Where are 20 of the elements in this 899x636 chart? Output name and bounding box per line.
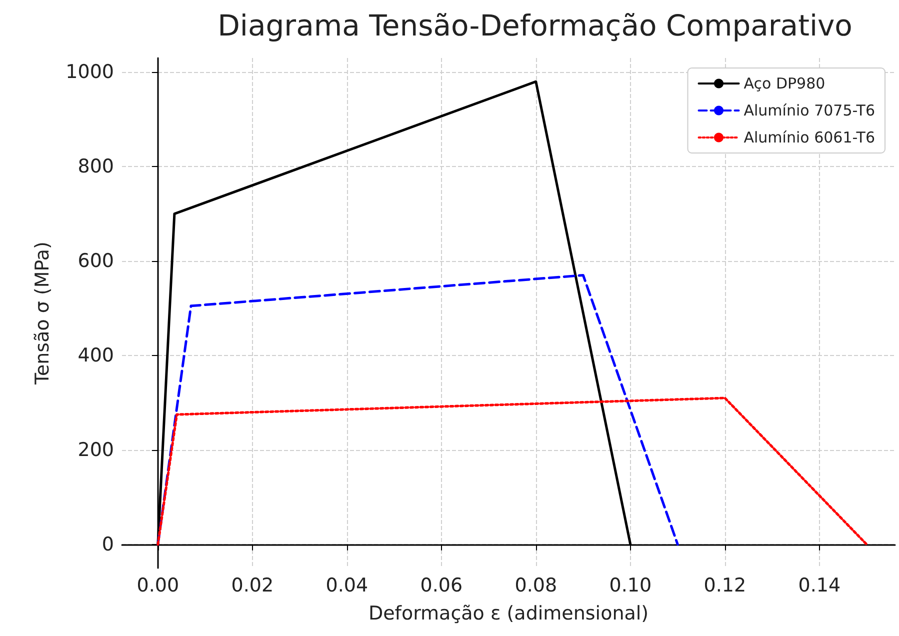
y-tick-label: 600 — [78, 250, 114, 272]
x-tick-label: 0.08 — [514, 574, 558, 596]
x-tick-label: 0.04 — [326, 574, 368, 596]
x-tick-label: 0.06 — [420, 574, 463, 596]
x-tick-label: 0.10 — [609, 574, 652, 596]
y-tick-label: 1000 — [66, 61, 114, 84]
x-tick-label: 0.14 — [798, 574, 841, 596]
y-axis-title: Tensão σ (MPa) — [32, 242, 54, 386]
x-tick-label: 0.02 — [231, 574, 274, 596]
x-tick-label: 0.12 — [704, 574, 746, 596]
y-tick-label: 0 — [102, 533, 114, 556]
legend-label: Alumínio 7075-T6 — [744, 102, 875, 120]
legend-label: Aço DP980 — [744, 74, 826, 92]
chart-title: Diagrama Tensão-Deformação Comparativo — [218, 8, 852, 42]
legend-label: Alumínio 6061-T6 — [744, 128, 875, 146]
y-tick-label: 400 — [78, 344, 114, 366]
x-axis-title: Deformação ε (adimensional) — [368, 602, 649, 624]
y-tick-label: 800 — [78, 156, 114, 178]
x-tick-label: 0.00 — [136, 574, 180, 596]
y-tick-label: 200 — [78, 438, 114, 461]
